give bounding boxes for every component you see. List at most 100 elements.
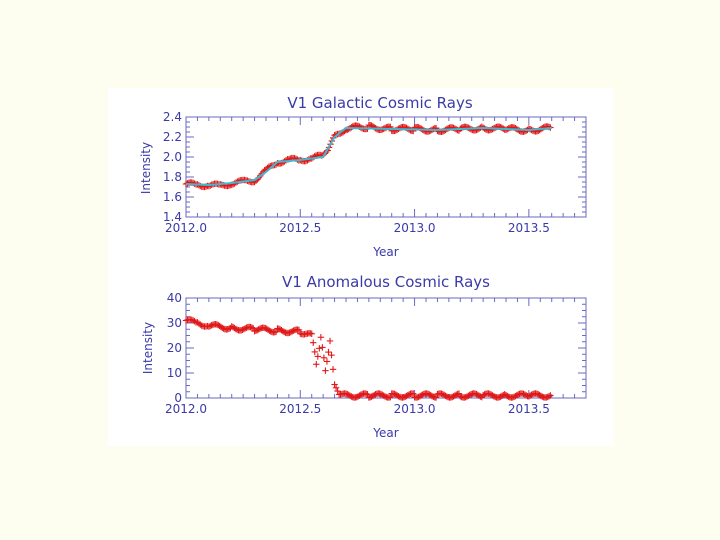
data-point <box>391 390 398 398</box>
data-point <box>427 392 434 399</box>
x-tick-label: 2012.0 <box>165 221 207 235</box>
data-point <box>334 387 341 395</box>
data-point <box>477 393 484 400</box>
chart-panel <box>108 88 614 446</box>
data-point <box>419 391 426 398</box>
data-point <box>322 367 329 374</box>
data-point <box>328 351 335 359</box>
data-point <box>289 328 296 335</box>
data-point <box>545 393 553 400</box>
data-point <box>455 390 463 397</box>
data-point <box>191 318 198 325</box>
data-point <box>266 327 273 334</box>
data-marks <box>182 316 554 401</box>
data-point <box>208 322 215 329</box>
data-point <box>380 392 387 399</box>
data-point <box>371 391 378 399</box>
data-point <box>528 391 535 398</box>
data-point <box>188 316 195 323</box>
data-point <box>396 124 403 132</box>
data-point <box>197 321 204 328</box>
data-point <box>479 392 487 399</box>
data-point <box>473 390 480 398</box>
data-point <box>325 348 332 356</box>
data-point <box>317 334 325 341</box>
data-point <box>239 326 246 334</box>
chart-title: V1 Galactic Cosmic Rays <box>287 94 472 112</box>
data-point <box>275 325 282 332</box>
data-point <box>248 324 256 331</box>
data-point <box>418 392 425 399</box>
data-point <box>432 394 440 401</box>
data-point <box>442 392 449 400</box>
data-point <box>357 391 364 398</box>
x-axis-label: Year <box>372 426 398 440</box>
data-point <box>486 390 494 398</box>
data-point <box>539 393 546 400</box>
data-point <box>381 393 389 400</box>
data-point <box>453 391 460 398</box>
data-point <box>307 330 314 337</box>
x-tick-label: 2013.0 <box>394 221 436 235</box>
data-point <box>457 393 464 400</box>
data-marks <box>182 121 554 191</box>
data-point <box>490 393 498 400</box>
y-tick-label: 30 <box>167 316 182 330</box>
y-tick-label: 1.6 <box>163 190 182 204</box>
data-point <box>313 361 320 368</box>
x-tick-label: 2013.0 <box>394 402 436 416</box>
data-point <box>331 381 338 388</box>
y-tick-label: 2.4 <box>163 110 182 124</box>
data-point <box>544 393 551 401</box>
data-point <box>310 339 317 346</box>
data-point <box>308 330 315 338</box>
data-point <box>219 324 226 332</box>
data-point <box>241 325 249 332</box>
data-point <box>255 326 262 333</box>
y-tick-label: 1.8 <box>163 170 182 184</box>
x-tick-label: 2012.0 <box>165 402 207 416</box>
y-axis-label: Intensity <box>139 142 153 194</box>
data-point <box>205 323 213 330</box>
data-point <box>314 353 322 360</box>
data-point <box>329 366 337 373</box>
data-point <box>280 328 288 336</box>
axes <box>185 116 587 218</box>
plot-frame <box>185 297 587 399</box>
data-point <box>364 391 371 398</box>
data-point <box>344 390 351 398</box>
data-point <box>510 393 518 401</box>
data-point <box>348 393 355 400</box>
data-point <box>367 394 374 401</box>
data-point <box>533 390 541 397</box>
data-point <box>232 325 239 333</box>
data-point <box>267 328 274 335</box>
x-axis-label: Year <box>372 245 398 259</box>
data-point <box>207 322 214 330</box>
data-point <box>393 392 401 399</box>
data-point <box>353 393 360 401</box>
y-tick-label: 10 <box>167 366 182 380</box>
data-point <box>319 344 326 351</box>
data-point <box>496 394 503 401</box>
data-point <box>405 391 413 398</box>
data-point <box>377 390 385 398</box>
data-point <box>451 392 459 399</box>
y-tick-label: 2.0 <box>163 150 182 164</box>
data-point <box>449 393 456 401</box>
data-point <box>311 348 318 356</box>
chart-title: V1 Anomalous Cosmic Rays <box>282 273 490 291</box>
x-tick-label: 2013.5 <box>508 221 550 235</box>
y-tick-label: 20 <box>167 341 182 355</box>
data-point <box>290 327 297 334</box>
data-point <box>320 354 328 361</box>
data-point <box>287 328 295 336</box>
data-point <box>547 392 554 399</box>
data-point <box>537 392 545 400</box>
data-point <box>213 321 221 328</box>
data-point <box>240 325 248 333</box>
data-point <box>346 392 354 399</box>
data-point <box>466 391 473 399</box>
y-tick-label: 40 <box>167 291 182 305</box>
data-point <box>465 392 472 399</box>
